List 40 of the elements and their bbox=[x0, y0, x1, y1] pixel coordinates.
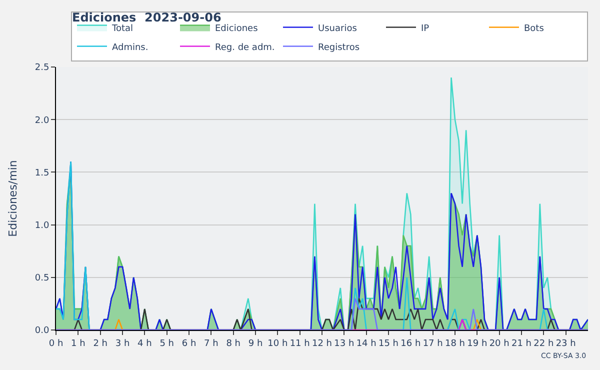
x-tick-label: 14 h bbox=[356, 338, 376, 349]
legend-label: Bots bbox=[524, 24, 544, 34]
y-tick-label: 2.0 bbox=[34, 116, 50, 126]
chart-title: Ediciones 2023-09-06 bbox=[72, 10, 222, 24]
x-tick-label: 17 h bbox=[422, 338, 443, 349]
x-tick-label: 5 h bbox=[160, 338, 174, 349]
x-tick-label: 21 h bbox=[511, 338, 532, 349]
y-tick-label: 2.5 bbox=[34, 63, 50, 74]
x-tick-label: 0 h bbox=[48, 338, 64, 349]
x-tick-label: 12 h bbox=[312, 338, 332, 349]
x-tick-label: 23 h bbox=[556, 338, 576, 349]
x-tick-label: 11 h bbox=[290, 338, 310, 349]
x-tick-label: 2 h bbox=[93, 338, 108, 349]
x-tick-label: 22 h bbox=[534, 338, 554, 349]
y-tick-label: 1.0 bbox=[34, 220, 50, 231]
y-tick-label: 0.0 bbox=[34, 326, 50, 336]
x-tick-label: 13 h bbox=[334, 338, 354, 349]
x-tick-label: 7 h bbox=[204, 338, 218, 349]
legend-label: Registros bbox=[318, 42, 360, 53]
legend-label: Reg. de adm. bbox=[215, 42, 275, 53]
y-tick-label: 0.5 bbox=[34, 274, 50, 284]
legend-label: Usuarios bbox=[318, 24, 358, 34]
legend-label: Ediciones bbox=[215, 24, 258, 34]
y-axis-title: Ediciones/min bbox=[6, 160, 20, 237]
x-tick-label: 8 h bbox=[226, 338, 240, 349]
x-tick-label: 15 h bbox=[378, 338, 399, 349]
y-tick-label: 1.5 bbox=[34, 168, 50, 178]
legend-label: IP bbox=[421, 24, 430, 34]
x-tick-label: 6 h bbox=[182, 338, 196, 349]
legend-label: Admins. bbox=[112, 42, 148, 53]
x-tick-label: 1 h bbox=[71, 338, 86, 349]
x-tick-label: 18 h bbox=[444, 338, 466, 349]
x-tick-label: 10 h bbox=[268, 338, 288, 349]
x-tick-label: 20 h bbox=[489, 338, 510, 349]
x-tick-label: 19 h bbox=[467, 338, 488, 349]
x-tick-label: 16 h bbox=[400, 338, 421, 349]
legend-label: Total bbox=[111, 24, 134, 34]
x-tick-label: 3 h bbox=[115, 338, 130, 349]
x-tick-label: 4 h bbox=[138, 338, 152, 349]
x-tick-label: 9 h bbox=[248, 338, 263, 349]
